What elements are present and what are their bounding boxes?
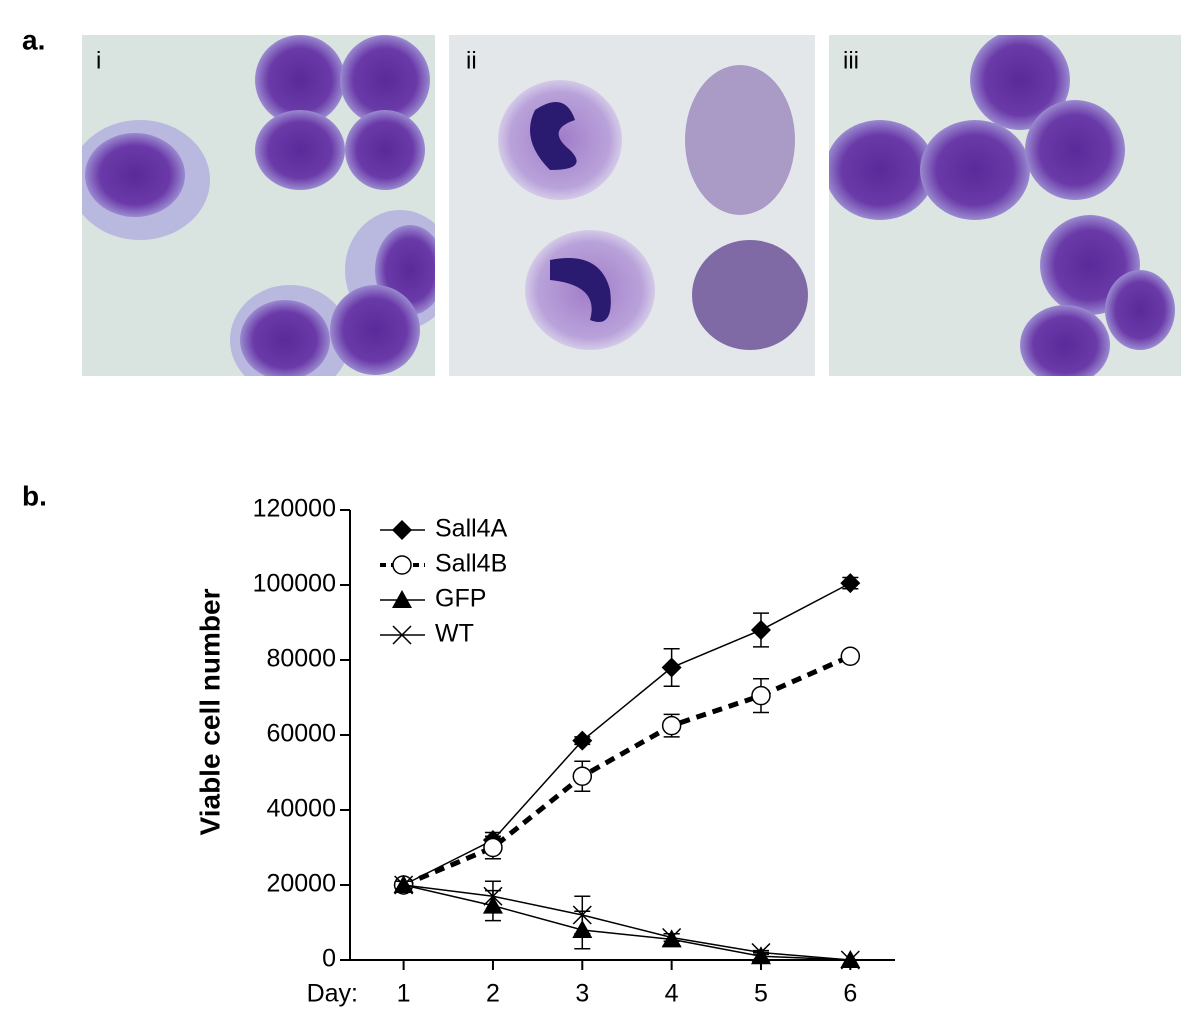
micrograph: [82, 35, 435, 376]
x-tick-label: 5: [754, 980, 768, 1008]
y-tick-label: 120000: [253, 495, 336, 523]
micrograph: [449, 35, 815, 376]
marker: [661, 715, 682, 736]
y-tick-label: 100000: [253, 570, 336, 598]
panel-label: a.: [22, 24, 45, 55]
marker: [840, 646, 861, 666]
marker: [751, 942, 771, 963]
series-line: [403, 884, 851, 961]
x-tick-label: 6: [843, 980, 857, 1008]
marker: [572, 766, 593, 786]
marker: [394, 875, 414, 895]
legend-label: Sall4B: [435, 550, 507, 578]
legend-label: WT: [435, 620, 474, 648]
marker: [483, 837, 503, 858]
marker: [392, 625, 412, 645]
panel-label: b.: [22, 480, 47, 511]
marker: [750, 620, 771, 640]
marker: [840, 950, 860, 970]
x-tick-label: 1: [397, 980, 411, 1008]
series-line: [402, 653, 852, 888]
marker: [840, 573, 861, 594]
marker: [750, 946, 771, 965]
marker: [572, 730, 593, 751]
image-label: i: [96, 47, 101, 74]
y-axis-label: Viable cell number: [194, 588, 225, 835]
x-axis-label: Day:: [307, 980, 358, 1008]
y-tick-label: 40000: [266, 795, 336, 823]
image-label: ii: [466, 47, 477, 74]
marker: [572, 905, 592, 925]
y-tick-label: 80000: [266, 645, 336, 673]
y-tick-label: 20000: [266, 870, 336, 898]
legend-label: Sall4A: [435, 515, 508, 543]
series-line: [403, 884, 851, 961]
marker: [392, 520, 412, 540]
marker: [751, 685, 771, 706]
marker: [483, 886, 503, 906]
marker: [661, 657, 682, 678]
x-tick-label: 4: [665, 980, 679, 1008]
marker: [662, 927, 682, 948]
legend-label: GFP: [435, 585, 486, 613]
image-label: iii: [843, 47, 859, 74]
x-tick-label: 2: [486, 980, 500, 1008]
y-tick-label: 60000: [266, 720, 336, 748]
marker: [392, 555, 412, 575]
y-tick-label: 0: [322, 945, 336, 973]
marker: [392, 590, 412, 608]
series-line: [403, 582, 851, 886]
x-tick-label: 3: [575, 980, 589, 1008]
micrograph: [829, 35, 1181, 376]
